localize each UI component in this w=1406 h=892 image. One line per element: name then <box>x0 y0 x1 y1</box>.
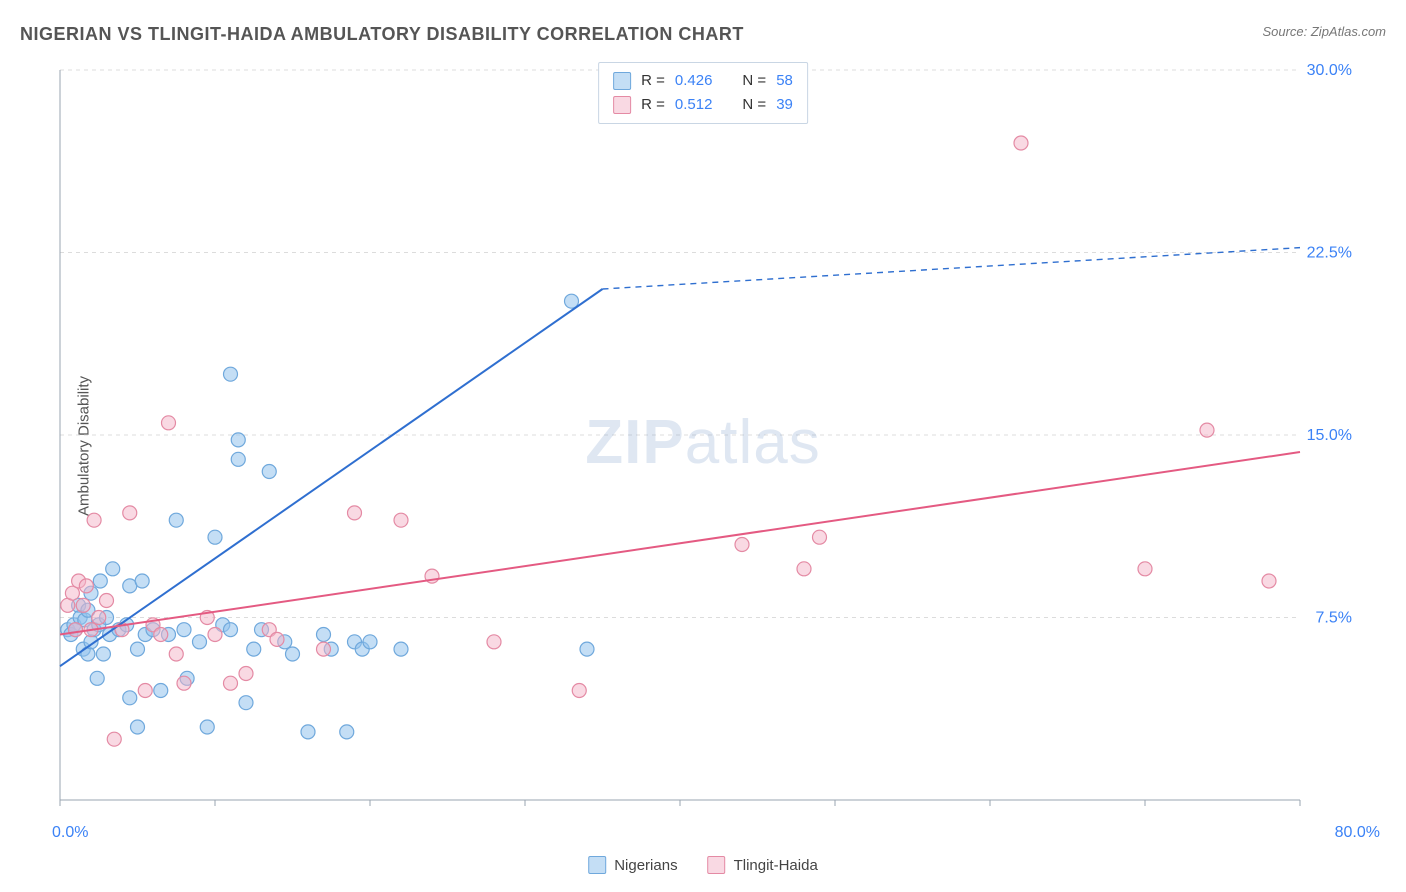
scatter-plot: 7.5% 15.0% 22.5% 30.0% <box>50 60 1360 830</box>
data-point <box>193 635 207 649</box>
data-point <box>270 632 284 646</box>
data-point <box>239 666 253 680</box>
x-legend: Nigerians Tlingit-Haida <box>588 856 818 874</box>
data-point <box>131 642 145 656</box>
data-point <box>1262 574 1276 588</box>
data-point <box>340 725 354 739</box>
data-point <box>100 593 114 607</box>
data-point <box>301 725 315 739</box>
stat-n-value: 39 <box>776 93 793 117</box>
data-point <box>162 416 176 430</box>
legend-label: Tlingit-Haida <box>734 857 818 874</box>
data-point <box>154 628 168 642</box>
data-point <box>138 684 152 698</box>
data-point <box>224 676 238 690</box>
trend-line <box>60 452 1300 635</box>
data-point <box>169 647 183 661</box>
data-point <box>735 538 749 552</box>
data-point <box>90 671 104 685</box>
stat-n-value: 58 <box>776 69 793 93</box>
stat-n-label: N = <box>742 93 766 117</box>
data-point <box>1138 562 1152 576</box>
data-point <box>131 720 145 734</box>
data-point <box>247 642 261 656</box>
data-point <box>123 691 137 705</box>
stats-row-1: R = 0.426 N = 58 <box>613 69 793 93</box>
legend-label: Nigerians <box>614 857 677 874</box>
stat-r-value: 0.426 <box>675 69 713 93</box>
data-point <box>394 642 408 656</box>
data-point <box>286 647 300 661</box>
data-point <box>572 684 586 698</box>
stat-r-label: R = <box>641 93 665 117</box>
data-point <box>177 623 191 637</box>
data-point <box>487 635 501 649</box>
data-point <box>224 367 238 381</box>
y-tick-label: 22.5% <box>1307 245 1352 262</box>
x-axis-origin-label: 0.0% <box>52 824 88 842</box>
data-point <box>363 635 377 649</box>
data-point <box>797 562 811 576</box>
stat-n-label: N = <box>742 69 766 93</box>
swatch-pink-icon <box>613 96 631 114</box>
data-point <box>107 732 121 746</box>
source-attribution: Source: ZipAtlas.com <box>1262 24 1386 39</box>
data-point <box>239 696 253 710</box>
data-point <box>69 623 83 637</box>
swatch-pink-icon <box>708 856 726 874</box>
data-point <box>262 465 276 479</box>
legend-item-nigerians: Nigerians <box>588 856 677 874</box>
trend-line <box>60 289 603 666</box>
data-point <box>106 562 120 576</box>
data-point <box>87 513 101 527</box>
data-point <box>231 452 245 466</box>
trend-line-extrapolated <box>603 248 1301 289</box>
stats-row-2: R = 0.512 N = 39 <box>613 93 793 117</box>
data-point <box>348 506 362 520</box>
data-point <box>93 574 107 588</box>
data-point <box>96 647 110 661</box>
data-point <box>317 642 331 656</box>
y-tick-label: 30.0% <box>1307 62 1352 79</box>
data-point <box>154 684 168 698</box>
legend-item-tlingit: Tlingit-Haida <box>708 856 818 874</box>
data-point <box>317 628 331 642</box>
data-point <box>394 513 408 527</box>
data-point <box>231 433 245 447</box>
stats-legend-box: R = 0.426 N = 58 R = 0.512 N = 39 <box>598 62 808 124</box>
data-point <box>1014 136 1028 150</box>
swatch-blue-icon <box>613 72 631 90</box>
data-point <box>208 628 222 642</box>
data-point <box>92 611 106 625</box>
data-point <box>123 506 137 520</box>
y-tick-label: 15.0% <box>1307 427 1352 444</box>
chart-title: NIGERIAN VS TLINGIT-HAIDA AMBULATORY DIS… <box>20 24 744 45</box>
data-point <box>813 530 827 544</box>
y-tick-label: 7.5% <box>1316 610 1352 627</box>
data-point <box>1200 423 1214 437</box>
data-point <box>208 530 222 544</box>
data-point <box>200 720 214 734</box>
data-point <box>177 676 191 690</box>
swatch-blue-icon <box>588 856 606 874</box>
data-point <box>224 623 238 637</box>
data-point <box>580 642 594 656</box>
x-axis-max-label: 80.0% <box>1335 824 1380 842</box>
stat-r-value: 0.512 <box>675 93 713 117</box>
data-point <box>135 574 149 588</box>
chart-container: NIGERIAN VS TLINGIT-HAIDA AMBULATORY DIS… <box>0 0 1406 892</box>
stat-r-label: R = <box>641 69 665 93</box>
data-point <box>79 579 93 593</box>
data-point <box>169 513 183 527</box>
data-point <box>76 598 90 612</box>
